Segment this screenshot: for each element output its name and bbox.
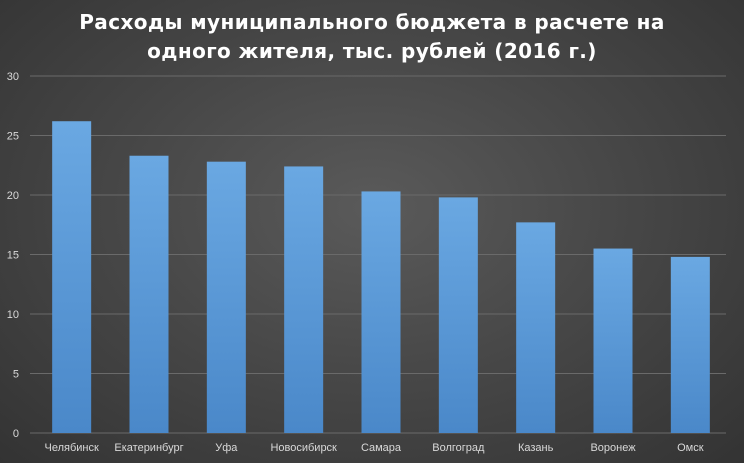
x-tick-label: Казань	[518, 442, 554, 454]
bar	[438, 197, 478, 433]
y-tick-label: 30	[7, 71, 19, 83]
y-axis-ticks: 0 5 10 15 20 25 30	[7, 71, 19, 440]
bars	[52, 121, 710, 434]
x-tick-label: Уфа	[215, 442, 238, 454]
bar	[361, 191, 401, 433]
x-tick-label: Омск	[677, 442, 704, 454]
y-tick-label: 5	[13, 369, 19, 381]
x-tick-label: Екатеринбург	[114, 442, 183, 454]
y-tick-label: 25	[7, 131, 19, 143]
bar	[52, 121, 92, 433]
bar	[593, 248, 633, 433]
bar	[516, 222, 556, 433]
x-tick-label: Челябинск	[45, 442, 99, 454]
x-tick-label: Самара	[361, 442, 402, 454]
x-axis-ticks: Челябинск Екатеринбург Уфа Новосибирск Самар…	[45, 442, 704, 454]
bar	[206, 161, 246, 433]
bar	[129, 155, 169, 434]
x-tick-label: Волгоград	[432, 442, 485, 454]
y-tick-label: 15	[7, 250, 19, 262]
bar	[670, 256, 710, 433]
x-tick-label: Новосибирск	[270, 442, 337, 454]
y-tick-label: 20	[7, 190, 19, 202]
y-tick-label: 10	[7, 309, 19, 321]
y-tick-label: 0	[13, 428, 19, 440]
chart-title: Расходы муниципального бюджета в расчете…	[79, 10, 665, 63]
x-tick-label: Воронеж	[590, 442, 636, 454]
bar	[284, 166, 324, 433]
